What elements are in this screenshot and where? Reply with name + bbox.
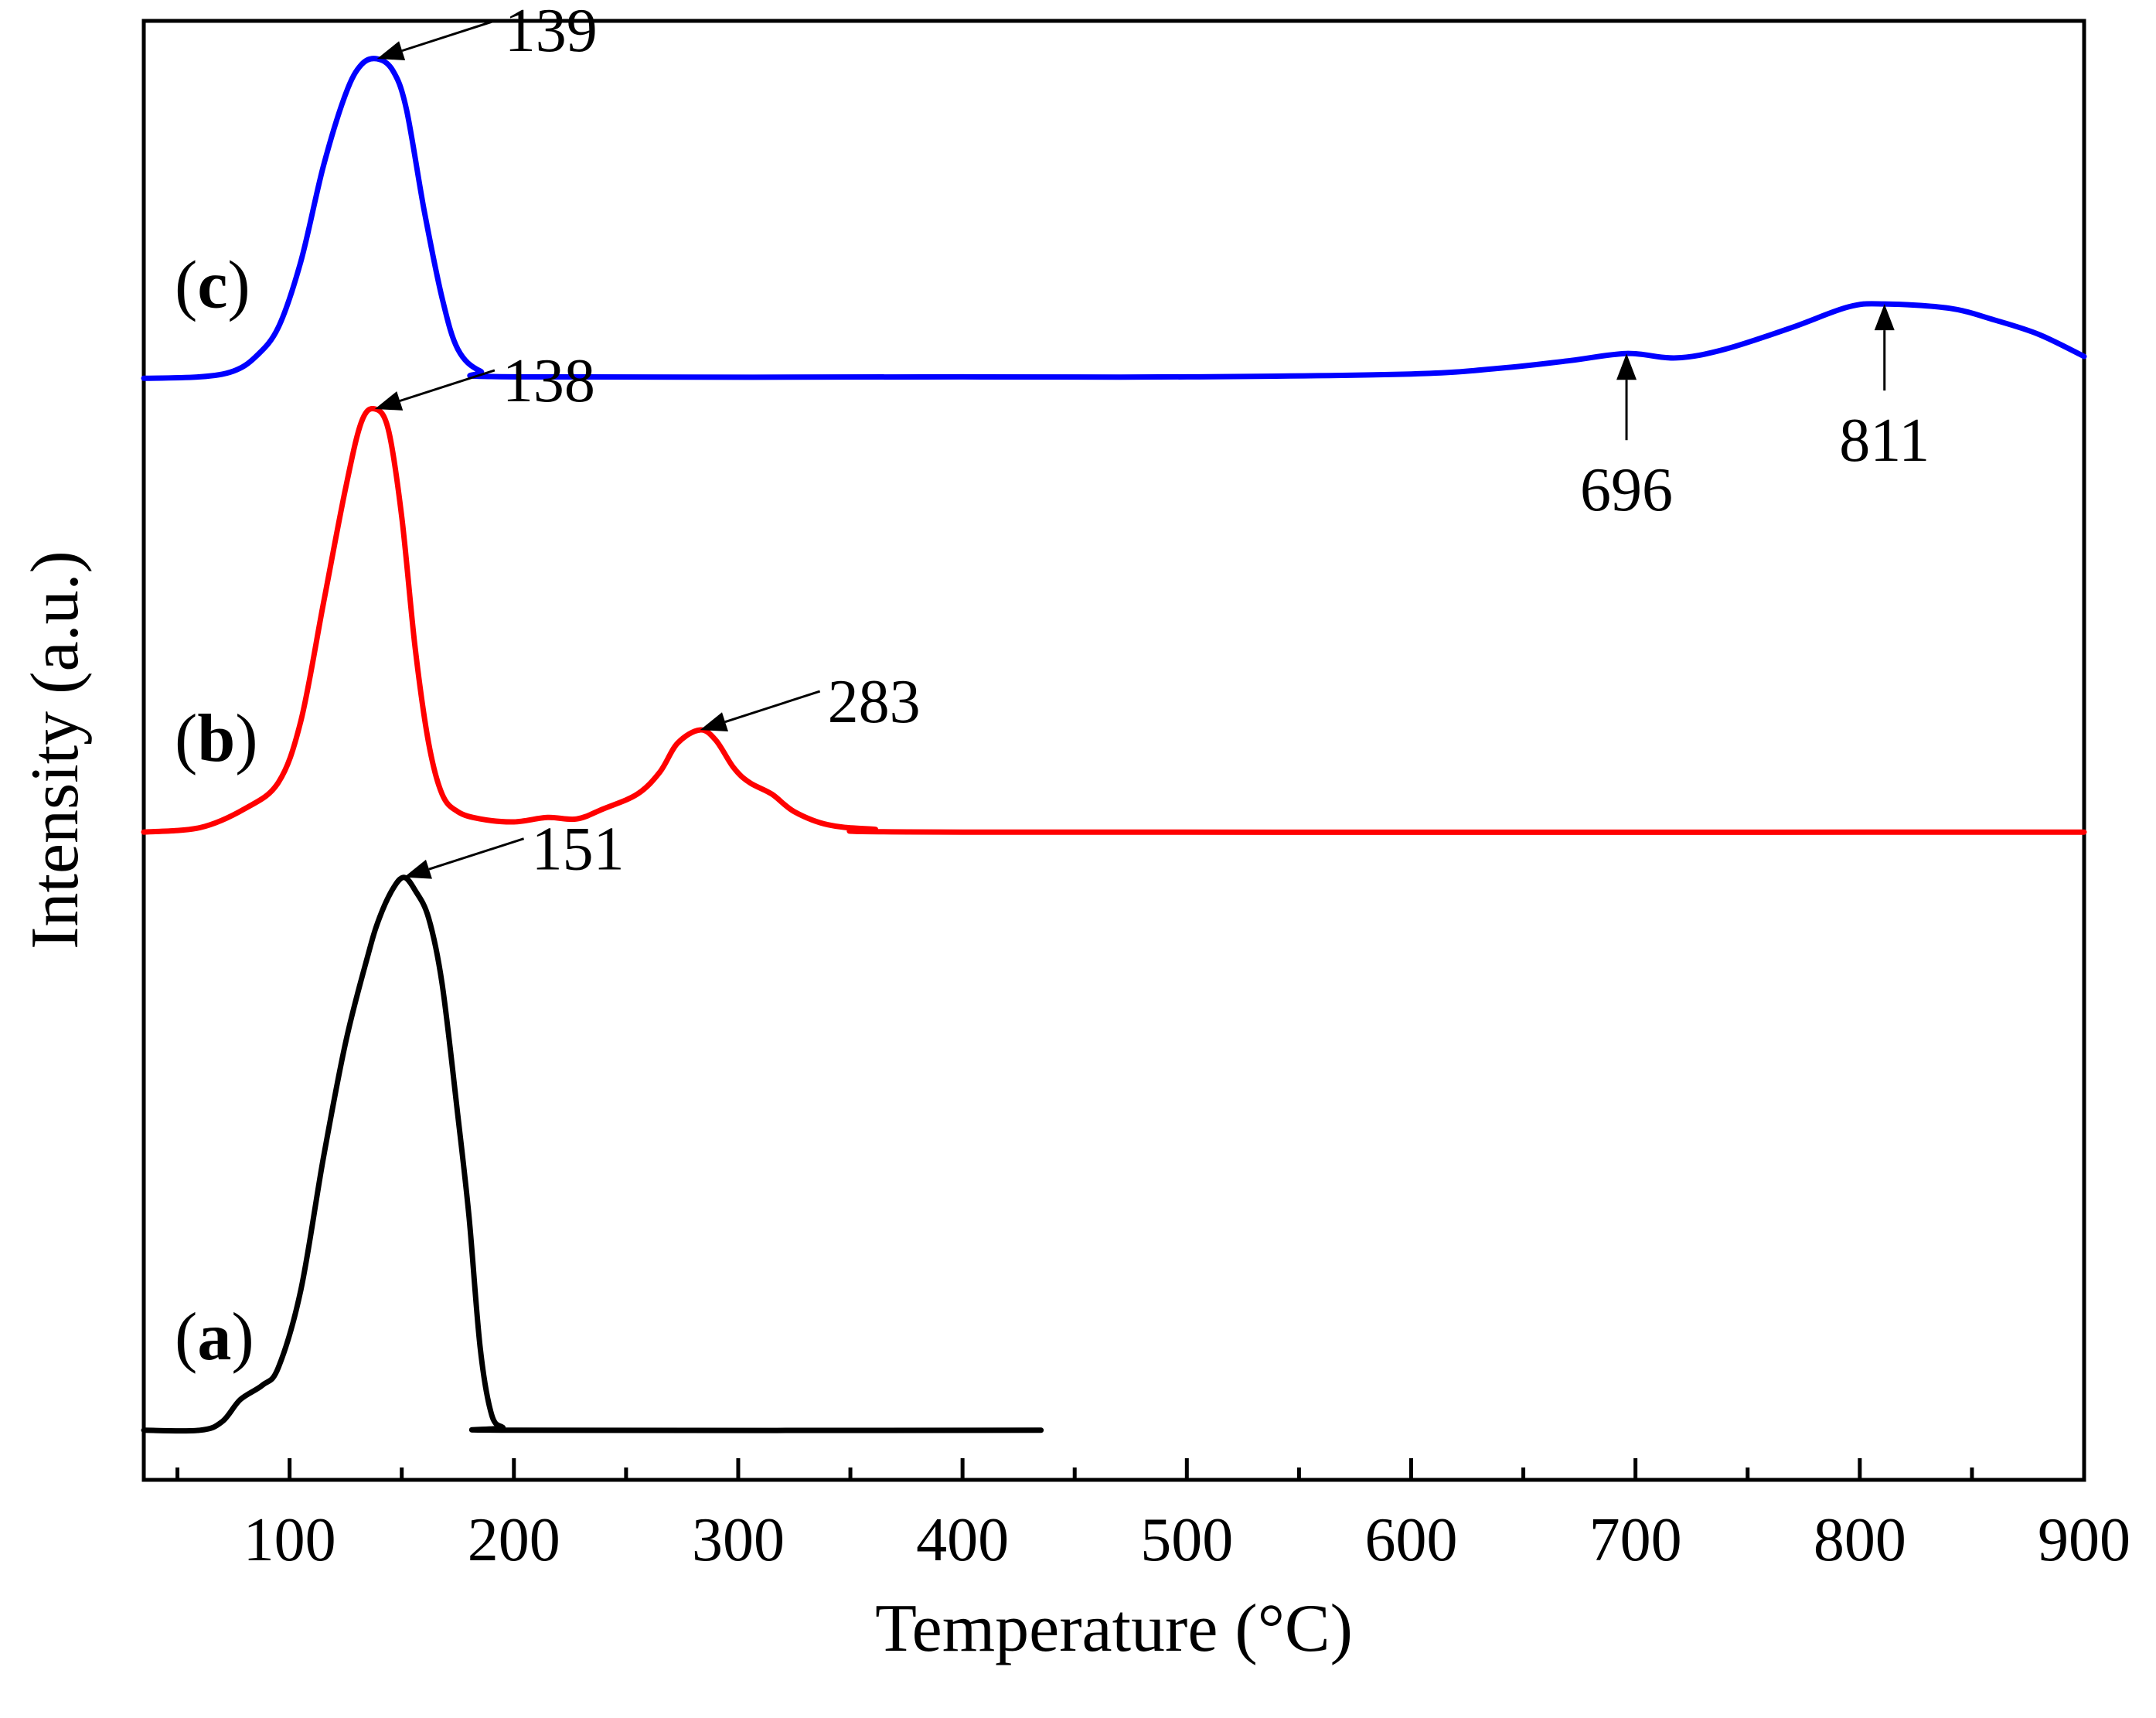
x-tick-label-700: 700 bbox=[1589, 1506, 1682, 1574]
plot-frame bbox=[141, 19, 2086, 1482]
annotation-arrow-head-696 bbox=[1616, 353, 1637, 380]
annotation-arrow-head-283 bbox=[700, 712, 728, 732]
annotations-layer: 139 138 283 151 696 811 bbox=[374, 0, 1930, 884]
x-ticks-layer: 100 200 300 400 500 600 700 800 900 bbox=[175, 1458, 2130, 1574]
peak-label-696: 696 bbox=[1580, 456, 1673, 524]
curve-label-a: (a) bbox=[175, 1300, 254, 1375]
peak-label-138: 138 bbox=[502, 347, 595, 415]
peak-label-139: 139 bbox=[505, 0, 598, 65]
curve-labels-layer: (a) (b) (c) bbox=[175, 247, 258, 1375]
series-line-b bbox=[141, 406, 2087, 835]
x-tick-label-500: 500 bbox=[1140, 1506, 1233, 1574]
annotation-arrow-shaft-151 bbox=[428, 837, 525, 871]
x-tick-label-800: 800 bbox=[1814, 1506, 1906, 1574]
peak-label-283: 283 bbox=[828, 668, 921, 736]
x-tick-label-300: 300 bbox=[692, 1506, 785, 1574]
curve-label-b: (b) bbox=[175, 701, 258, 776]
x-tick-label-400: 400 bbox=[916, 1506, 1009, 1574]
curve-label-c: (c) bbox=[175, 247, 250, 322]
annotation-arrow-head-139 bbox=[376, 41, 406, 60]
series-line-c bbox=[141, 56, 2087, 381]
peak-label-811: 811 bbox=[1839, 407, 1930, 475]
x-axis-title: Temperature (°C) bbox=[875, 1591, 1353, 1666]
annotation-arrow-head-811 bbox=[1874, 304, 1895, 331]
peak-label-151: 151 bbox=[532, 816, 625, 884]
series-line-a bbox=[141, 874, 1044, 1434]
curves-layer bbox=[141, 56, 2087, 1434]
annotation-arrow-shaft-283 bbox=[724, 690, 821, 724]
x-tick-label-200: 200 bbox=[468, 1506, 560, 1574]
x-tick-label-900: 900 bbox=[2038, 1506, 2130, 1574]
y-axis-title: Intensity (a.u.) bbox=[18, 551, 93, 949]
annotation-arrow-shaft-138 bbox=[399, 369, 496, 402]
x-tick-label-600: 600 bbox=[1364, 1506, 1457, 1574]
annotation-arrow-head-138 bbox=[374, 391, 404, 411]
annotation-arrow-head-151 bbox=[404, 859, 432, 879]
annotation-arrow-shaft-139 bbox=[401, 19, 498, 53]
x-tick-label-100: 100 bbox=[244, 1506, 336, 1574]
